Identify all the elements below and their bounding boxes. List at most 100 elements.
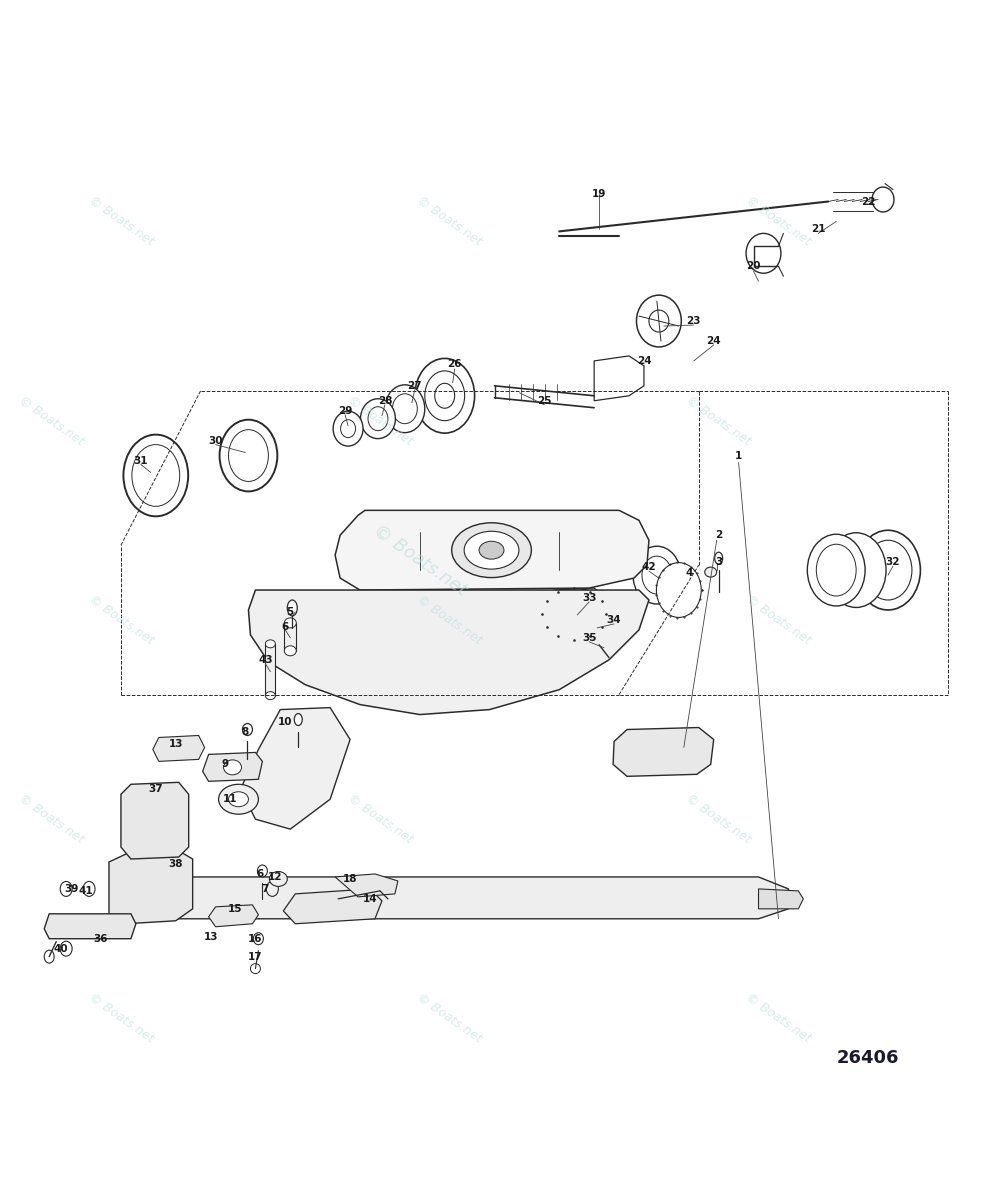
Text: © Boats.net: © Boats.net (743, 194, 813, 248)
Ellipse shape (435, 383, 455, 408)
Polygon shape (109, 850, 193, 924)
Text: 24: 24 (636, 356, 651, 366)
Text: 12: 12 (268, 872, 283, 882)
Text: © Boats.net: © Boats.net (415, 991, 485, 1045)
Polygon shape (249, 590, 649, 714)
Text: 29: 29 (338, 406, 353, 415)
Ellipse shape (229, 792, 249, 806)
Polygon shape (284, 889, 382, 924)
Ellipse shape (341, 420, 356, 438)
Text: 41: 41 (79, 886, 93, 896)
Text: 36: 36 (94, 934, 108, 943)
Ellipse shape (361, 398, 396, 439)
Ellipse shape (480, 541, 503, 559)
Ellipse shape (285, 646, 297, 655)
Ellipse shape (60, 941, 72, 956)
Ellipse shape (872, 187, 894, 212)
Text: 27: 27 (408, 380, 423, 391)
Ellipse shape (385, 385, 425, 433)
Ellipse shape (649, 310, 669, 332)
Ellipse shape (656, 563, 701, 618)
Ellipse shape (590, 635, 602, 650)
Text: 8: 8 (242, 727, 249, 738)
Text: © Boats.net: © Boats.net (86, 593, 156, 647)
Text: 6: 6 (282, 622, 289, 632)
Ellipse shape (219, 785, 259, 814)
Ellipse shape (393, 394, 418, 424)
Text: 31: 31 (134, 456, 148, 466)
Text: © Boats.net: © Boats.net (86, 991, 156, 1045)
Text: 1: 1 (735, 450, 742, 461)
Ellipse shape (254, 932, 264, 944)
Polygon shape (539, 588, 609, 640)
Ellipse shape (864, 540, 912, 600)
Text: © Boats.net: © Boats.net (345, 394, 415, 448)
Text: © Boats.net: © Boats.net (743, 991, 813, 1045)
Text: © Boats.net: © Boats.net (415, 194, 485, 248)
Polygon shape (44, 914, 136, 938)
Ellipse shape (465, 532, 518, 569)
Text: © Boats.net: © Boats.net (16, 394, 86, 448)
Ellipse shape (124, 434, 188, 516)
Ellipse shape (285, 618, 297, 628)
Polygon shape (335, 874, 398, 896)
Text: © Boats.net: © Boats.net (683, 792, 753, 846)
Text: 3: 3 (715, 557, 722, 568)
Ellipse shape (132, 444, 180, 506)
Text: 40: 40 (54, 943, 69, 954)
Ellipse shape (704, 568, 716, 577)
Text: 13: 13 (169, 739, 183, 750)
Text: 19: 19 (592, 188, 606, 198)
Text: 21: 21 (811, 224, 825, 234)
Polygon shape (209, 905, 259, 926)
FancyBboxPatch shape (285, 623, 297, 650)
Ellipse shape (856, 530, 920, 610)
Ellipse shape (714, 552, 722, 564)
Ellipse shape (807, 534, 865, 606)
Text: 17: 17 (248, 952, 263, 961)
Text: 38: 38 (169, 859, 183, 869)
Ellipse shape (415, 359, 475, 433)
Polygon shape (241, 708, 350, 829)
Ellipse shape (267, 882, 279, 896)
Text: © Boats.net: © Boats.net (345, 792, 415, 846)
Text: 39: 39 (64, 884, 78, 894)
Text: 5: 5 (287, 607, 294, 617)
Text: 10: 10 (278, 716, 293, 726)
Ellipse shape (452, 523, 531, 577)
Ellipse shape (636, 295, 681, 347)
Ellipse shape (224, 760, 242, 775)
Ellipse shape (220, 420, 278, 492)
Text: 32: 32 (886, 557, 900, 568)
Ellipse shape (295, 714, 303, 726)
Text: 33: 33 (581, 593, 596, 604)
Text: 11: 11 (223, 794, 238, 804)
Text: 18: 18 (343, 874, 358, 884)
Ellipse shape (368, 407, 388, 431)
Ellipse shape (44, 950, 54, 964)
Text: 26: 26 (448, 359, 462, 368)
Text: 23: 23 (686, 316, 701, 326)
Text: 37: 37 (149, 785, 163, 794)
Ellipse shape (816, 545, 856, 596)
Text: 13: 13 (204, 931, 218, 942)
Polygon shape (758, 889, 803, 908)
Ellipse shape (243, 724, 253, 736)
Ellipse shape (60, 882, 72, 896)
Text: 30: 30 (209, 436, 223, 445)
Text: © Boats.net: © Boats.net (743, 593, 813, 647)
Ellipse shape (251, 964, 261, 973)
Text: 4: 4 (685, 568, 692, 578)
Ellipse shape (266, 640, 276, 648)
Ellipse shape (746, 233, 781, 274)
Text: © Boats.net: © Boats.net (86, 194, 156, 248)
Text: 35: 35 (581, 632, 596, 643)
Ellipse shape (633, 546, 680, 604)
Polygon shape (613, 727, 713, 776)
Text: 20: 20 (746, 262, 761, 271)
Ellipse shape (258, 865, 268, 877)
Ellipse shape (270, 871, 288, 887)
Polygon shape (149, 877, 788, 919)
Ellipse shape (425, 371, 465, 421)
Text: 2: 2 (715, 530, 722, 540)
